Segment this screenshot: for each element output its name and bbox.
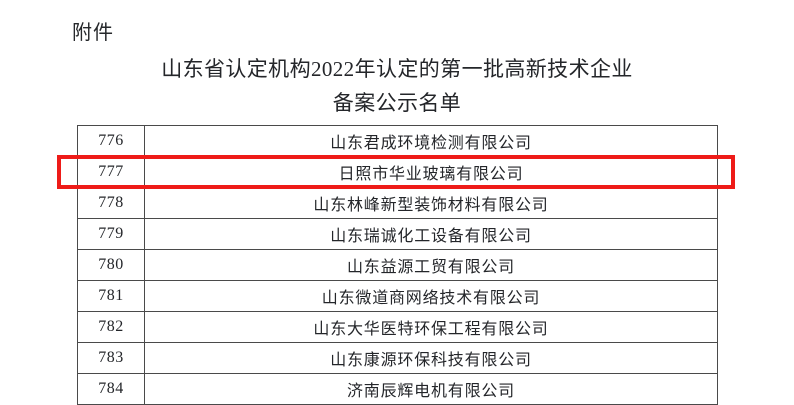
row-number-cell: 776: [77, 125, 145, 157]
enterprise-list-table: 776 山东君成环境检测有限公司 777 日照市华业玻璃有限公司 778 山东林峰新型装饰…: [77, 125, 718, 405]
table-row: 783 山东康源环保科技有限公司: [77, 342, 718, 374]
enterprise-name-cell: 山东康源环保科技有限公司: [144, 342, 718, 374]
row-number-cell: 784: [77, 373, 145, 405]
row-number-cell: 779: [77, 218, 145, 250]
enterprise-name-cell: 山东大华医特环保工程有限公司: [144, 311, 718, 343]
row-number-cell: 777: [77, 156, 145, 188]
table-row: 779 山东瑞诚化工设备有限公司: [77, 218, 718, 250]
table-row: 781 山东微道商网络技术有限公司: [77, 280, 718, 312]
page-title: 山东省认定机构2022年认定的第一批高新技术企业 备案公示名单: [77, 54, 717, 119]
enterprise-name-cell: 山东益源工贸有限公司: [144, 249, 718, 281]
enterprise-name-cell: 济南辰辉电机有限公司: [144, 373, 718, 405]
row-number-cell: 783: [77, 342, 145, 374]
enterprise-name-cell: 日照市华业玻璃有限公司: [144, 156, 718, 188]
row-number-cell: 778: [77, 187, 145, 219]
row-number-cell: 780: [77, 249, 145, 281]
table-row: 778 山东林峰新型装饰材料有限公司: [77, 187, 718, 219]
attachment-label: 附件: [72, 22, 114, 44]
enterprise-name-cell: 山东微道商网络技术有限公司: [144, 280, 718, 312]
enterprise-name-cell: 山东林峰新型装饰材料有限公司: [144, 187, 718, 219]
table-row: 777 日照市华业玻璃有限公司: [77, 156, 718, 188]
page-title-line-1: 山东省认定机构2022年认定的第一批高新技术企业: [161, 57, 633, 81]
enterprise-name-cell: 山东君成环境检测有限公司: [144, 125, 718, 157]
page-title-line-2: 备案公示名单: [332, 91, 462, 115]
row-number-cell: 782: [77, 311, 145, 343]
table-row: 776 山东君成环境检测有限公司: [77, 125, 718, 157]
row-number-cell: 781: [77, 280, 145, 312]
table-body: 776 山东君成环境检测有限公司 777 日照市华业玻璃有限公司 778 山东林峰新型装饰…: [77, 125, 718, 405]
table-row: 780 山东益源工贸有限公司: [77, 249, 718, 281]
table-row: 784 济南辰辉电机有限公司: [77, 373, 718, 405]
enterprise-name-cell: 山东瑞诚化工设备有限公司: [144, 218, 718, 250]
table-row: 782 山东大华医特环保工程有限公司: [77, 311, 718, 343]
